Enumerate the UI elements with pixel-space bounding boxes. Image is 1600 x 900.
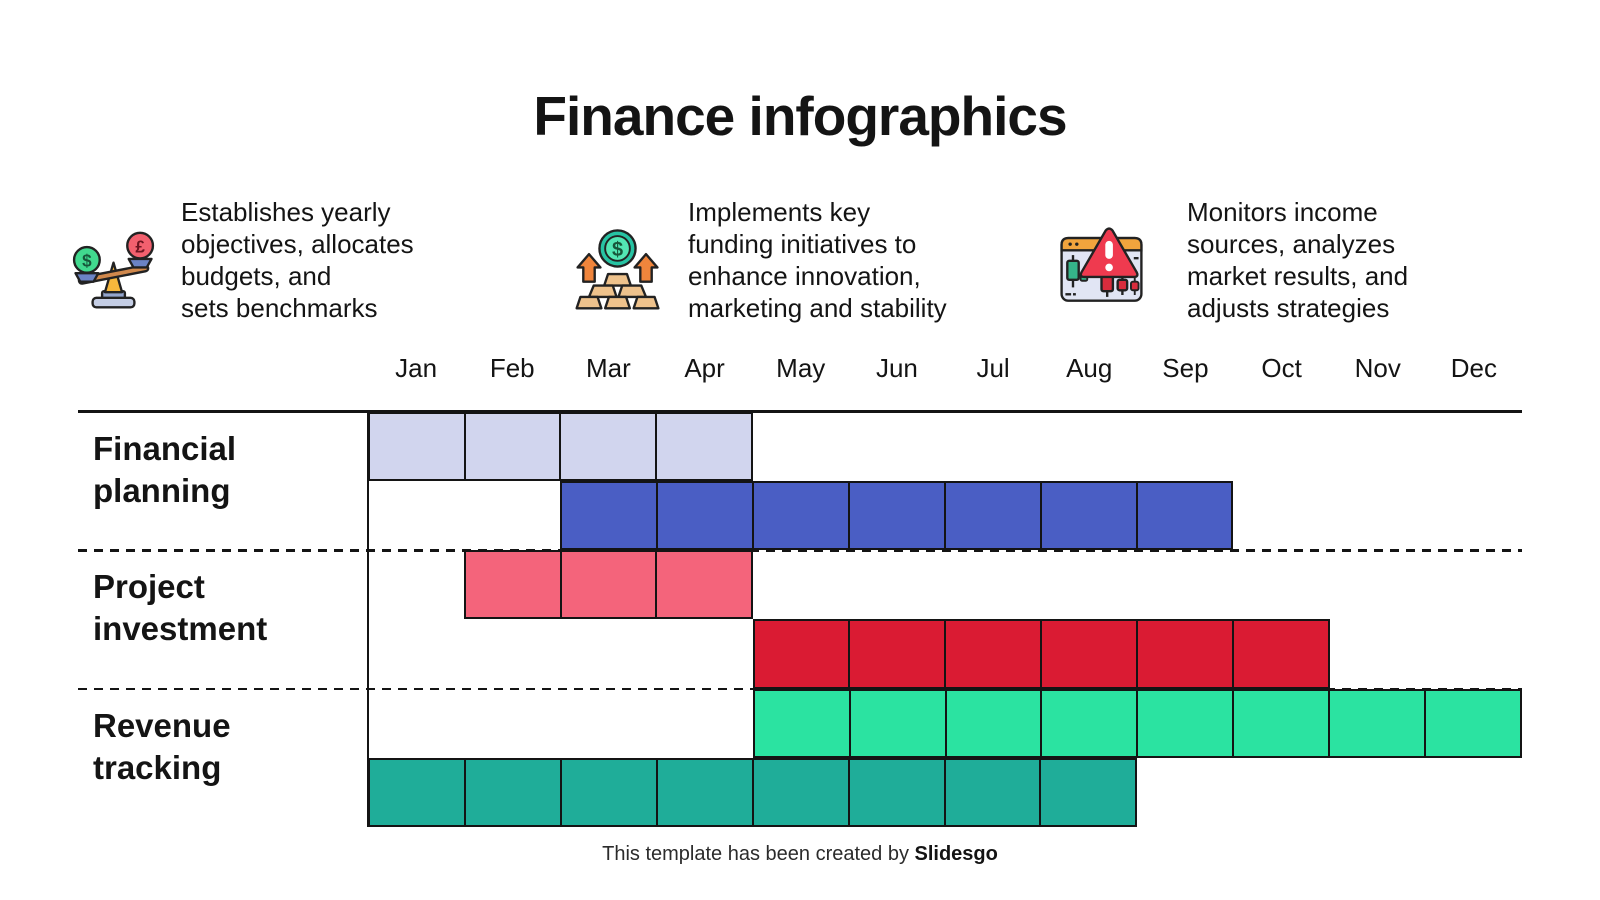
financial-planning-phase-2 (560, 481, 1234, 551)
bar-cell (370, 759, 466, 825)
bar-cell (561, 414, 658, 480)
financial-planning-phase-1 (368, 412, 753, 482)
month-label-may: May (776, 353, 826, 383)
footer-credit: This template has been created by Slides… (0, 843, 1600, 866)
row-separator-2 (78, 687, 1522, 690)
bar-cell (562, 552, 658, 618)
month-label-feb: Feb (489, 353, 535, 383)
bar-cell (1234, 621, 1328, 686)
chart-top-line (78, 410, 1522, 413)
feature-text-planning: Establishes yearly objectives, allocates… (181, 197, 414, 323)
bar-cell (946, 621, 1043, 687)
bar-cell (1138, 483, 1232, 548)
feature-text-funding: Implements key funding initiatives to en… (688, 197, 947, 323)
bar-cell (1042, 483, 1138, 549)
bar-cell (1042, 621, 1138, 687)
month-label-dec: Dec (1450, 353, 1498, 383)
bar-cell (850, 759, 946, 825)
bar-cell (562, 483, 659, 549)
month-label-oct: Oct (1261, 353, 1302, 383)
gold-bars-icon: $ (570, 219, 665, 314)
bar-cell (658, 483, 755, 549)
month-label-aug: Aug (1066, 353, 1113, 383)
feature-text-monitoring: Monitors income sources, analyzes market… (1187, 197, 1409, 323)
project-investment-phase-2 (752, 619, 1330, 689)
month-label-mar: Mar (586, 353, 631, 383)
bar-cell (466, 759, 562, 825)
svg-text:$: $ (82, 252, 92, 271)
month-label-sep: Sep (1162, 353, 1209, 383)
bar-cell (850, 621, 947, 687)
svg-text:$: $ (612, 239, 623, 261)
market-alert-icon (1054, 219, 1149, 314)
month-label-jul: Jul (976, 353, 1010, 383)
bar-cell (851, 690, 947, 756)
bar-cell (1234, 690, 1331, 756)
footer-text: This template has been created by (602, 843, 915, 865)
bar-cell (850, 483, 946, 549)
bar-cell (657, 414, 751, 479)
bar-cell (947, 690, 1043, 756)
row-label-revenue-tracking: Revenue tracking (93, 706, 231, 786)
month-label-apr: Apr (684, 353, 725, 383)
month-label-nov: Nov (1354, 353, 1401, 383)
bar-cell (1042, 690, 1139, 756)
bar-cell (755, 690, 851, 756)
bar-cell (562, 759, 658, 825)
page-title: Finance infographics (533, 85, 1067, 147)
bar-cell (370, 414, 466, 480)
bar-cell (1426, 691, 1520, 756)
project-investment-phase-1 (464, 550, 753, 620)
bar-cell (466, 552, 562, 618)
bar-cell (658, 759, 754, 825)
chart-left-line (366, 412, 369, 827)
bar-cell (754, 759, 850, 825)
row-label-financial-planning: Financial planning (93, 430, 237, 510)
revenue-tracking-phase-2 (368, 757, 1138, 827)
bar-cell (1138, 621, 1234, 687)
bar-cell (754, 483, 850, 549)
bar-cell (1138, 690, 1235, 756)
row-separator-1 (78, 549, 1522, 552)
month-label-jan: Jan (395, 353, 438, 383)
bar-cell (657, 552, 751, 617)
bar-cell (946, 483, 1042, 549)
bar-cell (1041, 760, 1135, 825)
bar-cell (1330, 690, 1427, 756)
bar-cell (466, 414, 562, 480)
svg-text:£: £ (135, 237, 145, 256)
bar-cell (755, 621, 851, 687)
footer-brand: Slidesgo (914, 843, 998, 865)
balance-scale-icon: $ £ (66, 219, 161, 314)
bar-cell (946, 759, 1042, 825)
revenue-tracking-phase-1 (752, 688, 1522, 758)
month-label-jun: Jun (875, 353, 918, 383)
row-label-project-investment: Project investment (93, 568, 268, 648)
